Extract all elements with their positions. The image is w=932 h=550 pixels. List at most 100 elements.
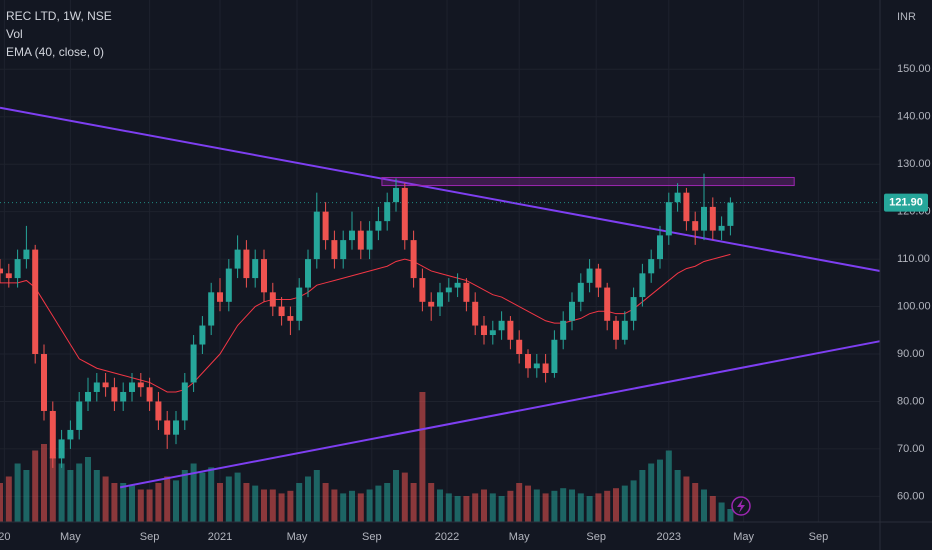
volume-bar bbox=[278, 493, 285, 522]
volume-bar bbox=[525, 485, 531, 522]
volume-bar bbox=[560, 488, 567, 522]
volume-bar bbox=[217, 483, 223, 522]
candle-body bbox=[410, 240, 417, 279]
volume-bar bbox=[692, 483, 699, 522]
volume-bar bbox=[164, 476, 171, 522]
candle-body bbox=[595, 268, 602, 288]
volume-bar bbox=[85, 457, 91, 522]
candle-body bbox=[648, 259, 655, 274]
candle-body bbox=[665, 202, 672, 236]
volume-bar bbox=[261, 489, 267, 522]
volume-bar bbox=[577, 493, 584, 522]
volume-bar bbox=[155, 483, 162, 522]
candle-body bbox=[234, 249, 241, 269]
candle-body bbox=[93, 382, 100, 392]
volume-bar bbox=[357, 493, 364, 522]
volume-bar bbox=[58, 463, 65, 522]
candle-body bbox=[120, 391, 127, 402]
volume-bar bbox=[498, 496, 505, 522]
y-tick-label: 70.00 bbox=[897, 443, 925, 455]
volume-bar bbox=[181, 470, 188, 522]
volume-bar bbox=[93, 470, 100, 522]
candle-body bbox=[287, 316, 294, 321]
volume-bar bbox=[428, 483, 435, 522]
x-tick-label: Sep bbox=[586, 531, 606, 543]
y-tick-label: 80.00 bbox=[897, 395, 925, 407]
candle-body bbox=[560, 320, 567, 340]
candle-body bbox=[252, 259, 259, 279]
candle-body bbox=[146, 387, 153, 402]
x-tick-label: 2021 bbox=[208, 531, 232, 543]
candle-body bbox=[366, 230, 373, 250]
y-tick-label: 90.00 bbox=[897, 348, 925, 360]
volume-bar bbox=[32, 450, 39, 522]
candle-body bbox=[489, 330, 496, 336]
volume-bar bbox=[489, 493, 496, 522]
candle-body bbox=[199, 325, 206, 345]
volume-bar bbox=[129, 485, 135, 522]
candle-body bbox=[313, 211, 320, 260]
x-tick-label: May bbox=[60, 531, 81, 543]
candle-body bbox=[613, 320, 619, 340]
volume-bar bbox=[648, 463, 655, 522]
candle-body bbox=[23, 249, 30, 260]
x-tick-label: May bbox=[733, 531, 754, 543]
volume-bar bbox=[269, 489, 276, 522]
volume-bar bbox=[533, 489, 540, 522]
candle-body bbox=[630, 297, 637, 321]
candle-body bbox=[217, 292, 223, 302]
trendline bbox=[0, 106, 881, 272]
volume-bar bbox=[683, 476, 690, 522]
candle-body bbox=[454, 282, 461, 288]
candle-body bbox=[85, 391, 91, 402]
volume-bar bbox=[296, 483, 303, 522]
candle-body bbox=[621, 320, 628, 340]
alert-icon[interactable] bbox=[731, 496, 751, 516]
candle-body bbox=[58, 439, 65, 459]
volume-bar bbox=[709, 496, 716, 522]
volume-bar bbox=[146, 489, 153, 522]
volume-bar bbox=[67, 470, 74, 522]
candle-body bbox=[692, 221, 699, 231]
candle-body bbox=[445, 287, 452, 293]
candle-body bbox=[384, 202, 391, 222]
volume-bar bbox=[234, 472, 241, 522]
candle-body bbox=[551, 339, 558, 373]
candle-body bbox=[49, 410, 56, 459]
volume-bar bbox=[516, 483, 523, 522]
candle-body bbox=[375, 221, 382, 231]
candle-body bbox=[516, 339, 523, 355]
volume-bar bbox=[665, 450, 672, 522]
volume-bar bbox=[340, 493, 347, 522]
volume-bar bbox=[384, 483, 391, 522]
volume-bar bbox=[454, 496, 461, 522]
candle-body bbox=[604, 287, 611, 321]
candle-body bbox=[129, 382, 135, 392]
volume-bar bbox=[639, 470, 646, 522]
candle-body bbox=[322, 211, 329, 241]
candle-body bbox=[481, 325, 487, 336]
volume-bar bbox=[5, 476, 12, 522]
volume-bar bbox=[252, 485, 259, 522]
volume-bar bbox=[472, 493, 479, 522]
volume-bar bbox=[401, 472, 408, 522]
ema-legend: EMA (40, close, 0) bbox=[6, 45, 104, 59]
volume-bar bbox=[727, 509, 734, 522]
y-tick-label: 60.00 bbox=[897, 490, 925, 502]
candle-body bbox=[401, 187, 408, 241]
volume-bar bbox=[393, 470, 399, 522]
candle-body bbox=[5, 273, 12, 279]
candle-body bbox=[102, 382, 109, 388]
volume-bar bbox=[41, 444, 47, 522]
x-tick-label: May bbox=[287, 531, 308, 543]
candle-body bbox=[463, 282, 470, 302]
volume-bar bbox=[208, 467, 215, 522]
candle-body bbox=[261, 259, 267, 293]
volume-bar bbox=[225, 476, 232, 522]
candle-body bbox=[357, 230, 364, 250]
volume-bar bbox=[137, 489, 144, 522]
y-tick-label: 100.00 bbox=[897, 300, 931, 312]
volume-bar bbox=[111, 483, 118, 522]
candle-body bbox=[269, 292, 276, 307]
